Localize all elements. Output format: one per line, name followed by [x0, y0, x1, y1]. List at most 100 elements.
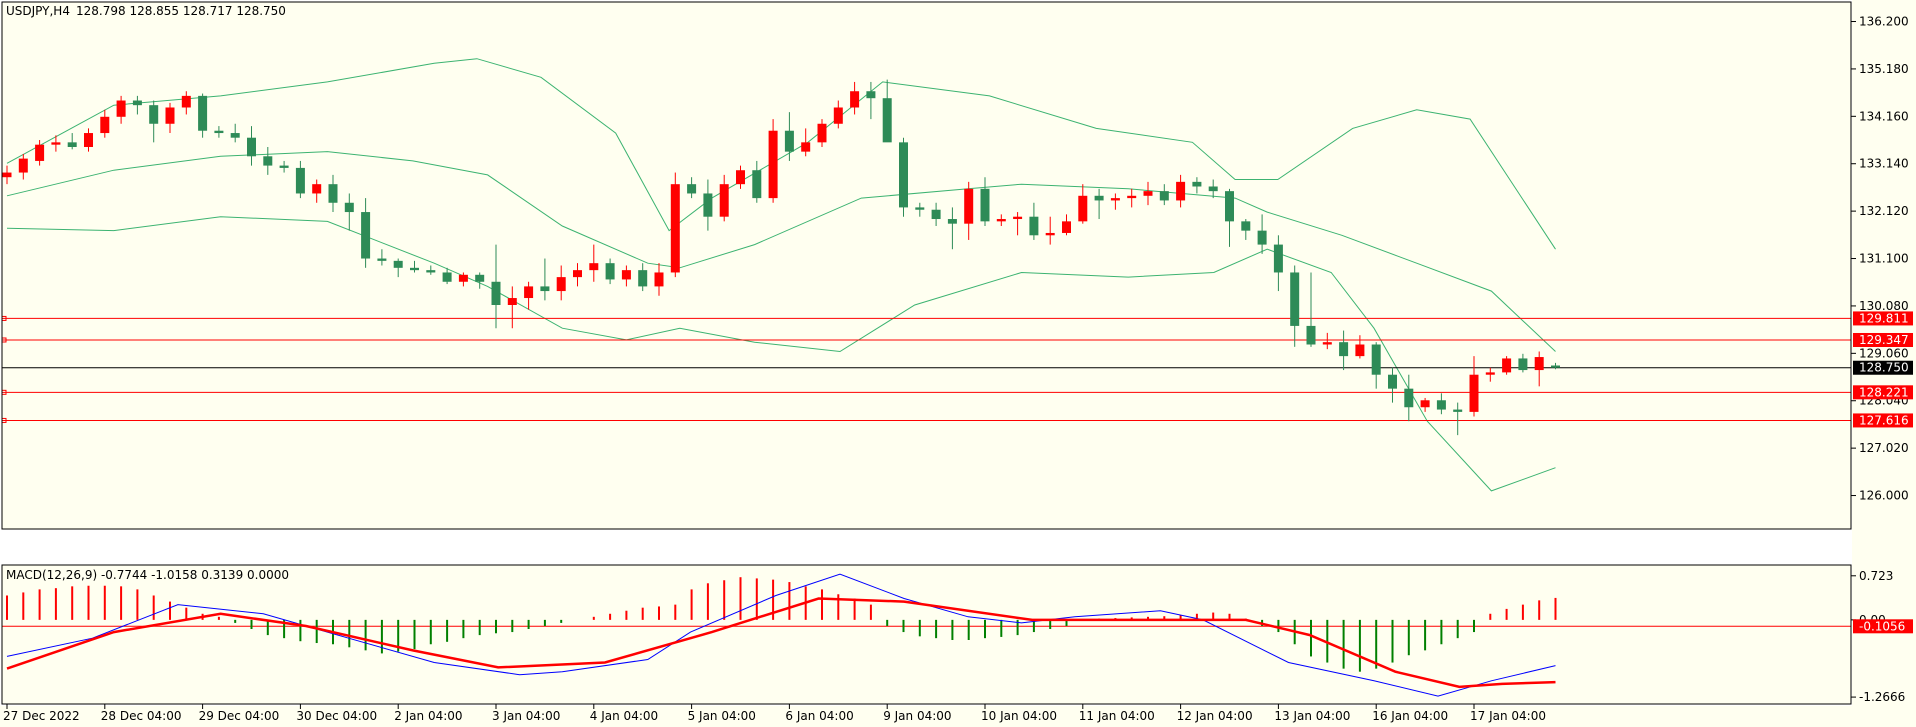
candle-body-bearish [980, 188, 990, 222]
candle-body-bearish [605, 263, 615, 280]
candle-body-bullish [1110, 198, 1120, 201]
candle-body-bearish [1339, 342, 1349, 357]
time-axis-strip [0, 706, 1916, 727]
y-tick-label: 133.140 [1859, 157, 1909, 171]
y-tick-label: 131.100 [1859, 252, 1909, 266]
candle-body-bullish [833, 107, 843, 124]
candle-body-bearish [1159, 191, 1169, 201]
level-price-tag [1853, 332, 1913, 347]
candle-body-bearish [752, 170, 762, 199]
candle-body-bearish [1388, 374, 1397, 389]
y-tick-label: 132.120 [1859, 204, 1909, 218]
y-tick-label: 129.060 [1859, 346, 1909, 360]
x-tick-label: 27 Dec 2022 [3, 709, 80, 723]
x-tick-label: 11 Jan 04:00 [1079, 709, 1155, 723]
current-price-label: 128.750 [1859, 361, 1909, 375]
candle-body-bullish [458, 274, 468, 282]
candle-body-bearish [1094, 195, 1104, 201]
candle-body-bearish [899, 142, 908, 208]
x-tick-label: 29 Dec 04:00 [199, 709, 280, 723]
candle-body-bearish [1518, 358, 1528, 371]
y-tick-label: 127.020 [1859, 441, 1909, 455]
candle-body-bearish [947, 219, 957, 224]
bollinger-upper-band [6, 58, 1556, 250]
x-tick-label: 17 Jan 04:00 [1470, 709, 1546, 723]
y-tick-label: 130.080 [1859, 299, 1909, 313]
candle-body-bearish [491, 281, 501, 306]
level-price-label: 128.221 [1859, 385, 1909, 399]
candle-body-bullish [524, 286, 534, 299]
x-tick-label: 10 Jan 04:00 [981, 709, 1057, 723]
candle-body-bearish [915, 207, 925, 210]
level-price-tag [1853, 311, 1913, 326]
candle-body-bearish [882, 98, 892, 143]
ohlc-header: 128.798 128.855 128.717 128.750 [76, 4, 286, 18]
candle-body-bearish [279, 165, 289, 168]
macd-panel [1, 564, 1852, 705]
candle-body-bullish [801, 142, 811, 152]
candle-body-bearish [198, 95, 208, 131]
candle-body-bullish [1143, 191, 1153, 196]
x-tick-label: 6 Jan 04:00 [785, 709, 853, 723]
candle-body-bullish [589, 263, 599, 271]
candle-body-bullish [670, 184, 680, 273]
macd-value-tag [1853, 619, 1913, 634]
x-tick-label: 30 Dec 04:00 [296, 709, 377, 723]
macd-panel-frame [1, 564, 1852, 705]
candle-body-bullish [1534, 357, 1544, 371]
candle-body-bullish [1502, 358, 1512, 373]
y-tick-label: 126.000 [1859, 489, 1909, 503]
candle-body-bullish [35, 144, 45, 161]
candle-body-bullish [1045, 232, 1055, 236]
candle-body-bullish [51, 142, 61, 145]
candle-body-bullish [100, 116, 110, 134]
candle-body-bearish [361, 212, 371, 259]
candle-body-bearish [784, 130, 794, 152]
y-tick-label: 134.160 [1859, 109, 1909, 123]
candle-body-bullish [116, 100, 126, 117]
price-axis-strip [1852, 0, 1916, 706]
x-tick-label: 5 Jan 04:00 [688, 709, 756, 723]
candle-body-bullish [1127, 195, 1137, 199]
candle-body-bullish [1485, 372, 1495, 375]
level-price-label: 129.811 [1859, 311, 1909, 325]
candle-body-bearish [866, 91, 876, 99]
price-chart-title: USDJPY,H4 [6, 4, 70, 18]
candle-body-bearish [1453, 409, 1463, 412]
candle-body-bullish [573, 270, 582, 278]
candle-body-bearish [1225, 191, 1234, 222]
candle-body-bearish [1371, 344, 1381, 375]
candle-body-bearish [132, 100, 142, 106]
candle-body-bearish [328, 184, 338, 203]
candle-body-bullish [964, 188, 974, 224]
candle-body-bullish [556, 277, 566, 292]
candle-body-bullish [654, 272, 664, 287]
candle-body-bullish [736, 170, 745, 185]
level-price-tag [1853, 413, 1913, 428]
candle-body-bearish [1029, 216, 1039, 236]
candle-body-bullish [1355, 344, 1365, 357]
candle-body-bullish [84, 133, 93, 147]
macd-signal-line [6, 597, 1556, 689]
price-panel-frame [1, 1, 1852, 530]
candle-body-bullish [1062, 221, 1071, 233]
candle-body-bullish [312, 184, 322, 194]
x-tick-label: 2 Jan 04:00 [394, 709, 462, 723]
candle-body-bullish [165, 107, 175, 124]
candle-body-bearish [344, 202, 354, 213]
candle-body-bearish [67, 142, 77, 147]
candle-body-bearish [638, 270, 648, 287]
candle-body-bullish [1078, 195, 1088, 222]
candle-body-bullish [1469, 374, 1479, 412]
candle-body-bearish [1290, 272, 1300, 326]
macd-title: MACD(12,26,9) -0.7744 -1.0158 0.3139 0.0… [6, 568, 290, 582]
x-tick-label: 3 Jan 04:00 [492, 709, 560, 723]
candle-body-bullish [1322, 342, 1332, 345]
candle-body-bullish [181, 95, 191, 108]
candle-body-bearish [230, 133, 240, 138]
x-tick-label: 28 Dec 04:00 [101, 709, 182, 723]
bollinger-middle-band [6, 151, 1556, 352]
x-tick-label: 4 Jan 04:00 [590, 709, 658, 723]
